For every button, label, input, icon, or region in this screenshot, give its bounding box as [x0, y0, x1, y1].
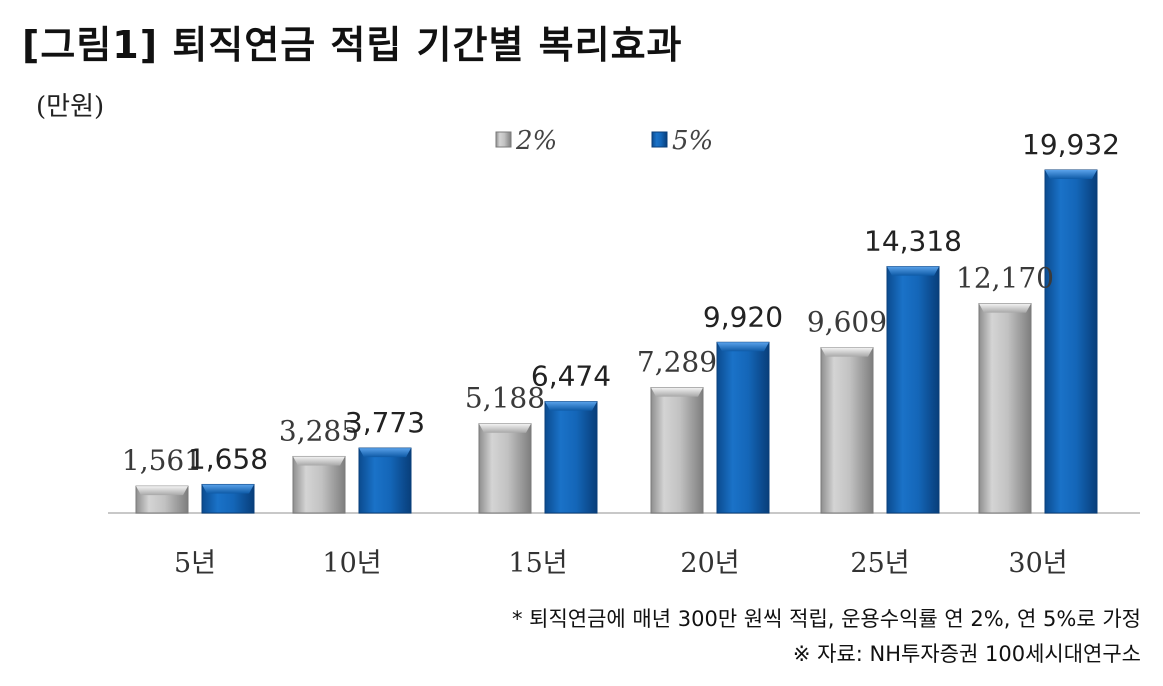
- legend-label-2pct: 2%: [515, 126, 557, 156]
- bar-cap-2pct-2: [479, 423, 531, 433]
- data-label-2pct-4: 9,609: [807, 306, 887, 339]
- bar-2pct-4: [820, 347, 874, 514]
- bar-2pct-1: [292, 455, 346, 514]
- bar-cap-2pct-4: [821, 347, 873, 357]
- bar-cap-2pct-3: [651, 387, 703, 397]
- legend-swatch-5pct: [651, 131, 668, 148]
- chart-title: [그림1] 퇴직연금 적립 기간별 복리효과: [22, 23, 683, 67]
- legend-swatch-2pct: [495, 131, 512, 148]
- bar-5pct-3: [716, 341, 770, 514]
- data-label-5pct-0: 1,658: [188, 442, 268, 475]
- x-tick-label-2: 15년: [508, 548, 567, 579]
- data-label-2pct-1: 3,285: [279, 414, 359, 447]
- data-label-2pct-2: 5,188: [465, 382, 545, 415]
- bar-5pct-1: [358, 447, 412, 514]
- data-label-5pct-5: 19,932: [1022, 128, 1120, 161]
- x-tick-label-5: 30년: [1008, 548, 1067, 579]
- legend: 2% 5%: [495, 126, 713, 156]
- bar-5pct-2: [544, 401, 598, 514]
- data-label-2pct-3: 7,289: [637, 346, 717, 379]
- data-label-5pct-4: 14,318: [864, 225, 962, 258]
- source-note: ※ 자료: NH투자증권 100세시대연구소: [792, 642, 1141, 666]
- data-label-5pct-3: 9,920: [703, 300, 783, 333]
- bar-cap-5pct-4: [887, 266, 939, 276]
- bar-cap-2pct-1: [293, 456, 345, 466]
- bar-2pct-5: [978, 303, 1032, 514]
- bar-cap-5pct-3: [717, 342, 769, 352]
- assumption-note: * 퇴직연금에 매년 300만 원씩 적립, 운용수익률 연 2%, 연 5%로…: [511, 607, 1141, 631]
- data-label-5pct-1: 3,773: [345, 406, 425, 439]
- x-tick-label-1: 10년: [322, 548, 381, 579]
- x-tick-label-4: 25년: [850, 548, 909, 579]
- data-label-5pct-2: 6,474: [531, 360, 611, 393]
- bar-5pct-5: [1044, 169, 1098, 514]
- bar-cap-5pct-5: [1045, 170, 1097, 179]
- bar-cap-5pct-2: [545, 401, 597, 411]
- data-label-2pct-0: 1,561: [122, 444, 202, 477]
- y-unit-label: (만원): [36, 92, 105, 122]
- bar-5pct-4: [886, 266, 940, 514]
- bar-cap-5pct-1: [359, 448, 411, 458]
- bar-2pct-3: [650, 387, 704, 514]
- x-tick-label-3: 20년: [680, 548, 739, 579]
- x-tick-label-0: 5년: [174, 548, 216, 579]
- bar-cap-2pct-0: [136, 486, 188, 496]
- bar-2pct-2: [478, 423, 532, 514]
- bar-cap-2pct-5: [979, 303, 1031, 313]
- legend-label-5pct: 5%: [672, 126, 713, 156]
- bar-cap-5pct-0: [202, 484, 254, 494]
- data-label-2pct-5: 12,170: [956, 262, 1054, 295]
